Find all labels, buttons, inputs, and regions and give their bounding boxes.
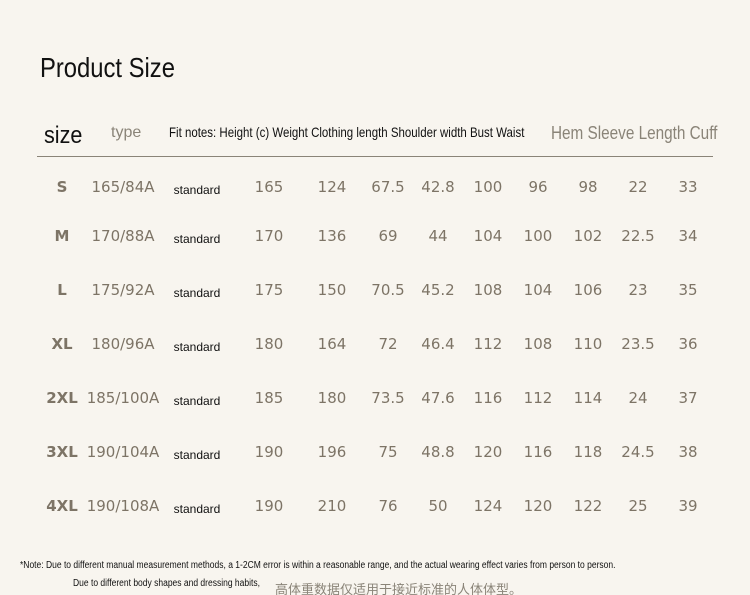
- fit-cell: standard: [173, 448, 221, 462]
- note: Due to different body shapes and dressin…: [73, 578, 260, 589]
- measure-cell: 25: [628, 497, 648, 515]
- type-cell: 180/96A: [91, 335, 155, 353]
- measure-cell: 50: [428, 497, 448, 515]
- fit-cell: standard: [173, 502, 221, 516]
- measure-cell: 70.5: [371, 281, 405, 299]
- measure-cell: 33: [678, 178, 698, 196]
- note-cn: 高体重数据仅适用于接近标准的人体体型。: [275, 583, 523, 595]
- type-cell: 165/84A: [91, 178, 155, 196]
- size-cell: 2XL: [46, 389, 78, 407]
- measure-cell: 120: [473, 443, 503, 461]
- measure-cell: 102: [573, 227, 603, 245]
- measure-cell: 190: [254, 497, 284, 515]
- header-fit: Fit notes: Height (c) Weight Clothing le…: [169, 124, 525, 140]
- fit-cell: standard: [173, 183, 221, 197]
- measure-cell: 190: [254, 443, 284, 461]
- measure-cell: 24.5: [621, 443, 655, 461]
- fit-cell: standard: [173, 232, 221, 246]
- measure-cell: 170: [254, 227, 284, 245]
- measure-cell: 76: [378, 497, 398, 515]
- type-cell: 190/104A: [86, 443, 160, 461]
- measure-cell: 106: [573, 281, 603, 299]
- measure-cell: 23.5: [621, 335, 655, 353]
- measure-cell: 185: [254, 389, 284, 407]
- measure-cell: 116: [523, 443, 553, 461]
- size-cell: 4XL: [46, 497, 78, 515]
- measure-cell: 124: [473, 497, 503, 515]
- measure-cell: 165: [254, 178, 284, 196]
- measure-cell: 36: [678, 335, 698, 353]
- measure-cell: 136: [317, 227, 347, 245]
- type-cell: 170/88A: [91, 227, 155, 245]
- measure-cell: 45.2: [421, 281, 455, 299]
- fit-cell: standard: [173, 286, 221, 300]
- measure-cell: 104: [523, 281, 553, 299]
- fit-cell: standard: [173, 340, 221, 354]
- measure-cell: 180: [254, 335, 284, 353]
- measure-cell: 96: [528, 178, 548, 196]
- measure-cell: 69: [378, 227, 398, 245]
- measure-cell: 48.8: [421, 443, 455, 461]
- measure-cell: 39: [678, 497, 698, 515]
- measure-cell: 124: [317, 178, 347, 196]
- measure-cell: 98: [578, 178, 598, 196]
- size-cell: L: [57, 281, 67, 299]
- measure-cell: 104: [473, 227, 503, 245]
- measure-cell: 175: [254, 281, 284, 299]
- type-cell: 190/108A: [86, 497, 160, 515]
- measure-cell: 22.5: [621, 227, 655, 245]
- measure-cell: 114: [573, 389, 603, 407]
- measure-cell: 110: [573, 335, 603, 353]
- measure-cell: 42.8: [421, 178, 455, 196]
- note: *Note: Due to different manual measureme…: [20, 560, 616, 571]
- size-cell: M: [54, 227, 70, 245]
- measure-cell: 67.5: [371, 178, 405, 196]
- size-cell: XL: [51, 335, 73, 353]
- measure-cell: 180: [317, 389, 347, 407]
- measure-cell: 35: [678, 281, 698, 299]
- title: Product Size: [40, 52, 175, 83]
- size-cell: S: [56, 178, 68, 196]
- header-rule: [37, 156, 713, 157]
- measure-cell: 34: [678, 227, 698, 245]
- measure-cell: 75: [378, 443, 398, 461]
- measure-cell: 108: [473, 281, 503, 299]
- measure-cell: 44: [428, 227, 448, 245]
- fit-cell: standard: [173, 394, 221, 408]
- measure-cell: 47.6: [421, 389, 455, 407]
- type-cell: 185/100A: [86, 389, 160, 407]
- measure-cell: 122: [573, 497, 603, 515]
- measure-cell: 164: [317, 335, 347, 353]
- measure-cell: 116: [473, 389, 503, 407]
- measure-cell: 118: [573, 443, 603, 461]
- measure-cell: 108: [523, 335, 553, 353]
- measure-cell: 112: [473, 335, 503, 353]
- measure-cell: 100: [523, 227, 553, 245]
- measure-cell: 112: [523, 389, 553, 407]
- measure-cell: 72: [378, 335, 398, 353]
- header-type: type: [111, 124, 142, 141]
- measure-cell: 23: [628, 281, 648, 299]
- measure-cell: 100: [473, 178, 503, 196]
- measure-cell: 22: [628, 178, 648, 196]
- header-size: size: [44, 122, 83, 149]
- measure-cell: 150: [317, 281, 347, 299]
- measure-cell: 196: [317, 443, 347, 461]
- measure-cell: 38: [678, 443, 698, 461]
- measure-cell: 73.5: [371, 389, 405, 407]
- header-more: Hem Sleeve Length Cuff: [551, 123, 718, 143]
- type-cell: 175/92A: [91, 281, 155, 299]
- size-cell: 3XL: [46, 443, 78, 461]
- measure-cell: 46.4: [421, 335, 455, 353]
- measure-cell: 120: [523, 497, 553, 515]
- measure-cell: 210: [317, 497, 347, 515]
- measure-cell: 37: [678, 389, 698, 407]
- measure-cell: 24: [628, 389, 648, 407]
